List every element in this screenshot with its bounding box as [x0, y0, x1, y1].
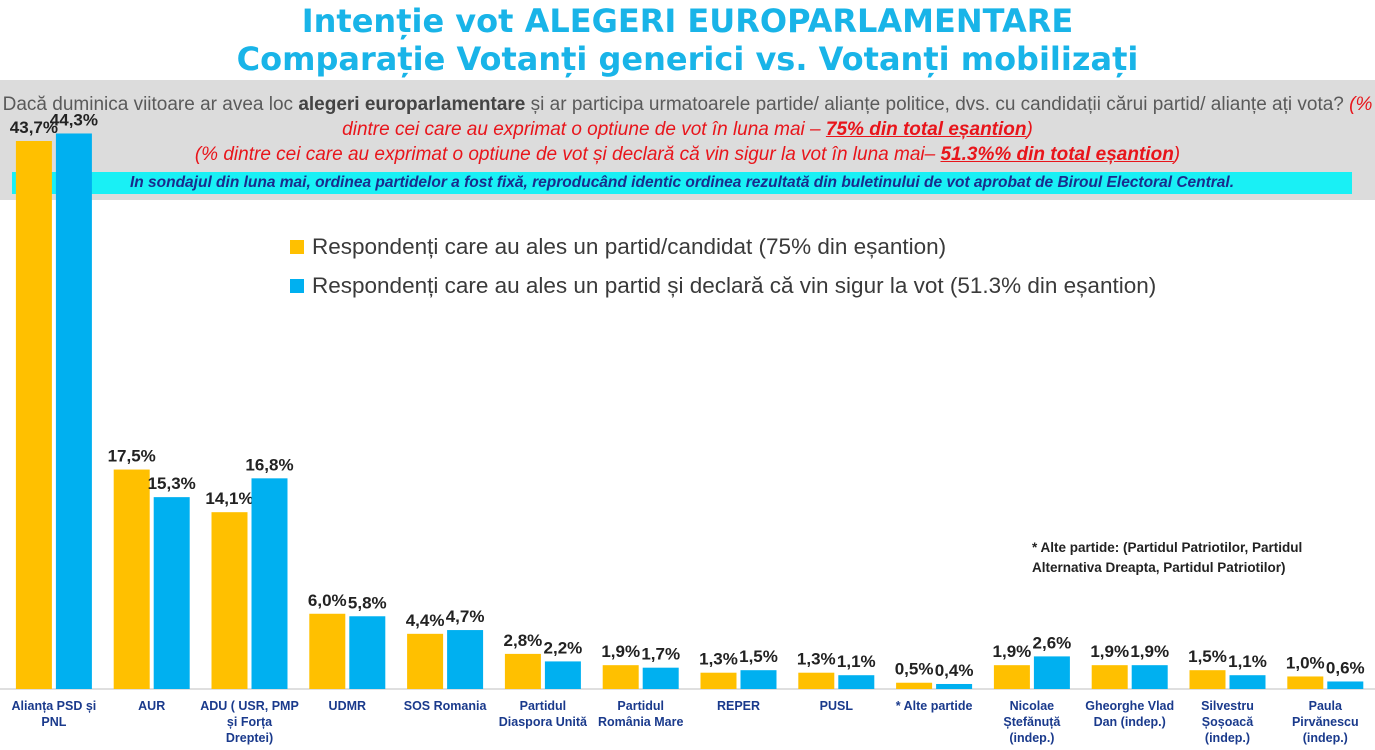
bar-series2-3 — [349, 616, 386, 689]
data-label-series1-2: 14,1% — [205, 489, 253, 508]
question-red2-underlined: 51.3%% din total eșantion — [940, 144, 1174, 165]
data-label-series2-11: 1,9% — [1130, 642, 1169, 661]
legend-swatch-series1 — [290, 240, 304, 254]
category-label-13: Paula Pirvănescu (indep.) — [1292, 699, 1359, 745]
category-label-6: Partidul România Mare — [598, 699, 683, 729]
legend-item-series2: Respondenți care au ales un partid și de… — [290, 271, 1156, 301]
question-red2-prefix: (% dintre cei care au exprimat o optiune… — [194, 144, 941, 165]
data-label-series1-10: 1,9% — [993, 642, 1032, 661]
chart-title: Intenție vot ALEGERI EUROPARLAMENTARE — [301, 2, 1074, 40]
bar-series2-10 — [1033, 656, 1070, 689]
data-label-series2-7: 1,5% — [739, 647, 778, 666]
data-label-series2-10: 2,6% — [1033, 633, 1072, 652]
data-label-series1-1: 17,5% — [108, 447, 156, 466]
category-label-4: SOS Romania — [404, 699, 488, 713]
question-red1-suffix: ) — [1026, 119, 1033, 140]
bar-series1-0 — [15, 141, 52, 689]
data-label-series1-8: 1,3% — [797, 650, 836, 669]
bar-series1-1 — [113, 469, 150, 689]
data-label-series2-2: 16,8% — [245, 455, 293, 474]
legend-swatch-series2 — [290, 279, 304, 293]
data-label-series2-9: 0,4% — [935, 661, 974, 680]
bar-series1-8 — [798, 672, 835, 689]
data-label-series1-13: 1,0% — [1286, 653, 1325, 672]
bar-series2-12 — [1229, 675, 1266, 689]
bar-series2-11 — [1131, 665, 1168, 689]
bar-series2-5 — [544, 661, 581, 689]
data-label-series1-0: 43,7% — [10, 118, 58, 137]
bar-series1-3 — [309, 613, 346, 689]
category-label-5: Partidul Diaspora Unită — [499, 699, 588, 729]
data-label-series1-12: 1,5% — [1188, 647, 1227, 666]
question-red1-prefix: (% dintre cei care au exprimat o optiune… — [342, 94, 1373, 140]
bar-series2-2 — [251, 478, 288, 689]
data-label-series2-4: 4,7% — [446, 607, 485, 626]
data-label-series2-1: 15,3% — [148, 474, 196, 493]
bar-series1-9 — [896, 682, 933, 689]
data-label-series1-6: 1,9% — [601, 642, 640, 661]
category-label-11: Gheorghe Vlad Dan (indep.) — [1085, 699, 1174, 729]
bar-series2-1 — [153, 497, 190, 689]
bar-series1-13 — [1287, 676, 1324, 689]
data-label-series2-6: 1,7% — [641, 645, 680, 664]
question-red1-underlined: 75% din total eșantion — [825, 119, 1027, 140]
category-label-2: ADU ( USR, PMP și Forța Dreptei) — [200, 699, 299, 745]
question-red2: (% dintre cei care au exprimat o optiune… — [195, 144, 1180, 165]
bar-series1-2 — [211, 512, 248, 689]
bar-series1-4 — [407, 633, 444, 689]
bar-series1-6 — [602, 665, 639, 689]
data-label-series1-3: 6,0% — [308, 591, 347, 610]
data-label-series1-5: 2,8% — [504, 631, 543, 650]
bar-series2-6 — [642, 667, 679, 689]
data-label-series2-3: 5,8% — [348, 593, 387, 612]
data-label-series2-8: 1,1% — [837, 652, 876, 671]
footnote: * Alte partide: (Partidul Patriotilor, P… — [1032, 540, 1303, 575]
bar-series1-5 — [504, 653, 541, 689]
data-label-series2-12: 1,1% — [1228, 652, 1267, 671]
category-label-7: REPER — [717, 699, 760, 713]
bar-series2-4 — [447, 630, 484, 689]
bar-series1-7 — [700, 672, 737, 689]
question-bold: alegeri europarlamentare — [298, 94, 526, 115]
question-red1: (% dintre cei care au exprimat o optiune… — [342, 94, 1372, 140]
bar-series2-8 — [838, 675, 875, 689]
question-red2-suffix: ) — [1173, 144, 1181, 165]
legend-label-series2: Respondenți care au ales un partid și de… — [312, 273, 1157, 298]
bar-series2-9 — [936, 683, 973, 689]
category-label-1: AUR — [138, 699, 165, 713]
category-label-8: PUSL — [820, 699, 854, 713]
chart-subtitle: Comparație Votanți generici vs. Votanți … — [236, 40, 1139, 78]
category-label-0: Alianța PSD și PNL — [12, 699, 97, 729]
question-part2: și ar participa urmatoarele partide/ ali… — [525, 94, 1344, 115]
data-label-series2-13: 0,6% — [1326, 658, 1365, 677]
category-label-3: UDMR — [329, 699, 367, 713]
data-label-series1-7: 1,3% — [699, 650, 738, 669]
data-label-series2-0: 44,3% — [50, 110, 98, 129]
question-text: Dacă duminica viitoare ar avea loc alege… — [0, 92, 1375, 167]
data-label-series1-4: 4,4% — [406, 611, 445, 630]
order-note: In sondajul din luna mai, ordinea partid… — [12, 172, 1352, 194]
data-label-series1-11: 1,9% — [1090, 642, 1129, 661]
data-label-series2-5: 2,2% — [544, 638, 583, 657]
bar-series1-11 — [1091, 665, 1128, 689]
category-label-9: * Alte partide — [896, 699, 973, 713]
category-label-10: Nicolae Ștefănuță (indep.) — [1003, 699, 1061, 745]
legend-label-series1: Respondenți care au ales un partid/candi… — [312, 234, 947, 259]
bar-series1-10 — [993, 665, 1030, 689]
question-part1: Dacă duminica viitoare ar avea loc — [2, 94, 299, 115]
bar-series2-7 — [740, 670, 777, 689]
category-label-12: Silvestru Șoșoacă (indep.) — [1201, 699, 1254, 745]
bar-series2-0 — [55, 133, 92, 689]
bar-series2-13 — [1327, 681, 1364, 689]
legend-item-series1: Respondenți care au ales un partid/candi… — [290, 232, 946, 262]
bar-series1-12 — [1189, 670, 1226, 689]
data-label-series1-9: 0,5% — [895, 660, 934, 679]
